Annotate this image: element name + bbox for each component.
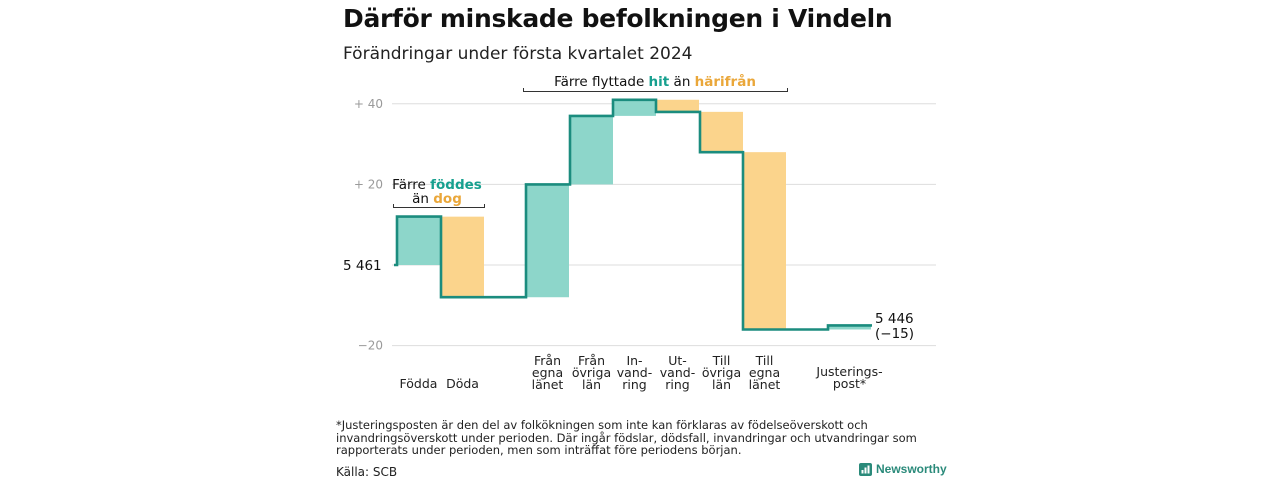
x-category-label: Från övriga län [572,353,611,392]
brand-name: Newsworthy [876,462,947,476]
newsworthy-logo-icon [859,462,872,476]
x-category-label: Till övriga län [702,353,741,392]
bar [570,115,613,185]
bar [828,325,871,330]
bar [526,184,569,298]
x-category-label: Födda [400,376,438,391]
x-category-label: Från egna länet [532,353,564,392]
chart-title: Därför minskade befolkningen i Vindeln [343,4,893,33]
x-category-label: Döda [446,376,479,391]
y-tick-label: + 40 [354,97,383,111]
cumulative-line [394,98,872,331]
y-tick-label: + 20 [354,177,383,191]
end-change-label: (−15) [875,326,914,342]
x-category-label: Till egna länet [749,353,781,392]
brand: Newsworthy [859,462,947,476]
bar [656,99,699,112]
end-value-label: 5 446 [875,311,914,327]
chart-subtitle: Förändringar under första kvartalet 2024 [343,44,693,64]
bar [441,216,484,298]
start-value-label: 5 461 [343,258,382,274]
source-label: Källa: SCB [336,465,398,479]
x-category-label: In-vand-ring [617,353,652,392]
footnote: *Justeringsposten är den del av folkökni… [336,418,917,457]
bar [700,111,743,153]
bar [613,99,656,116]
bar [397,216,440,265]
births-annotation-line1: Färre föddes [392,177,482,193]
bar [743,152,786,330]
x-category-label: Justerings-post* [815,364,882,391]
step-line [394,98,872,331]
bars [397,99,871,330]
moves-annotation: Färre flyttade hit än härifrån [554,73,756,90]
births-annotation-line2: än dog [412,191,462,207]
x-category-label: Ut-vand-ring [660,353,695,392]
y-tick-label: −20 [358,339,383,353]
